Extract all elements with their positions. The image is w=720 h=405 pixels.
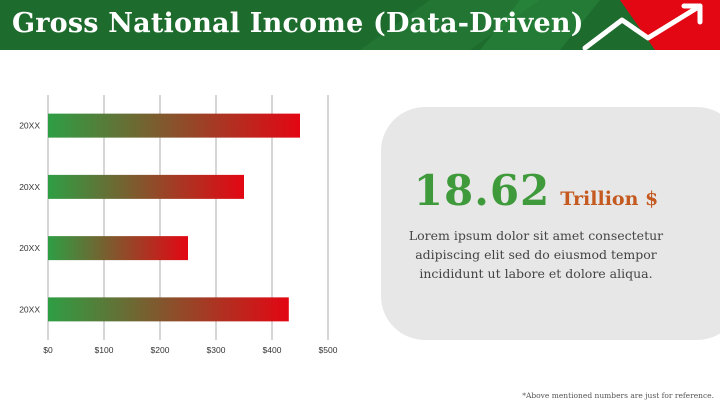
stat-unit: Trillion $ [560,188,659,210]
bar-chart: $0 $100 $200 $300 $400 $500 20XX 20XX 20XX 20XX [19,95,338,355]
bar [48,113,300,138]
footnote: *Above mentioned numbers are just for re… [522,391,714,400]
header-banner: Gross National Income (Data-Driven) [0,0,720,50]
stat-description: Lorem ipsum dolor sit amet consectetur a… [408,228,664,281]
bar [48,174,244,199]
category-label: 20XX [19,121,40,131]
x-tick-label: $0 [43,345,53,355]
category-label: 20XX [19,304,40,314]
header-highlight-stripe-2 [480,0,600,50]
header-decoration [360,0,720,50]
category-label: 20XX [19,243,40,253]
stat-headline: 18.62 Trillion $ [381,166,691,215]
category-label: 20XX [19,182,40,192]
x-tick-label: $100 [95,345,114,355]
bar [48,297,289,322]
stat-value: 18.62 [413,166,551,215]
stat-card [381,107,720,340]
x-tick-label: $300 [207,345,226,355]
header-highlight-stripe [360,0,540,50]
x-tick-label: $500 [319,345,338,355]
x-tick-label: $400 [263,345,282,355]
page-title: Gross National Income (Data-Driven) [12,8,584,39]
trend-arrow-icon [582,3,703,50]
bar [48,236,188,261]
x-tick-label: $200 [151,345,170,355]
